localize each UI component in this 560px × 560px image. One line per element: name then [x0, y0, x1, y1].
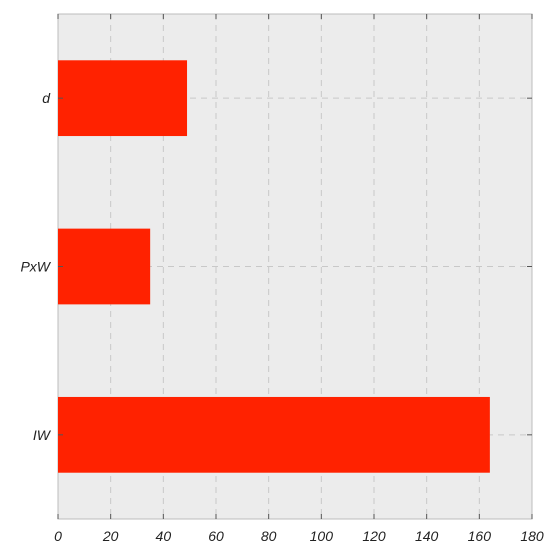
x-tick-label: 40: [156, 528, 172, 544]
y-tick-label: d: [42, 90, 51, 106]
x-tick-label: 60: [208, 528, 224, 544]
x-tick-label: 140: [415, 528, 439, 544]
x-tick-label: 160: [468, 528, 492, 544]
bar-d: [58, 60, 188, 137]
y-tick-label: IW: [33, 427, 52, 443]
x-tick-label: 80: [261, 528, 277, 544]
bars: [58, 60, 490, 473]
x-tick-label: 180: [520, 528, 544, 544]
x-tick-label: 100: [310, 528, 334, 544]
tick-marks: [57, 14, 533, 519]
x-tick-label: 20: [102, 528, 119, 544]
x-tick-labels: 0 20 40 60 80 100 120 140 160 180: [54, 528, 544, 544]
x-tick-label: 120: [362, 528, 386, 544]
y-tick-labels: d PxW IW: [20, 90, 51, 443]
bar-pxw: [58, 228, 151, 305]
bar-iw: [58, 396, 490, 473]
y-tick-label: PxW: [20, 259, 51, 275]
x-tick-label: 0: [54, 528, 62, 544]
